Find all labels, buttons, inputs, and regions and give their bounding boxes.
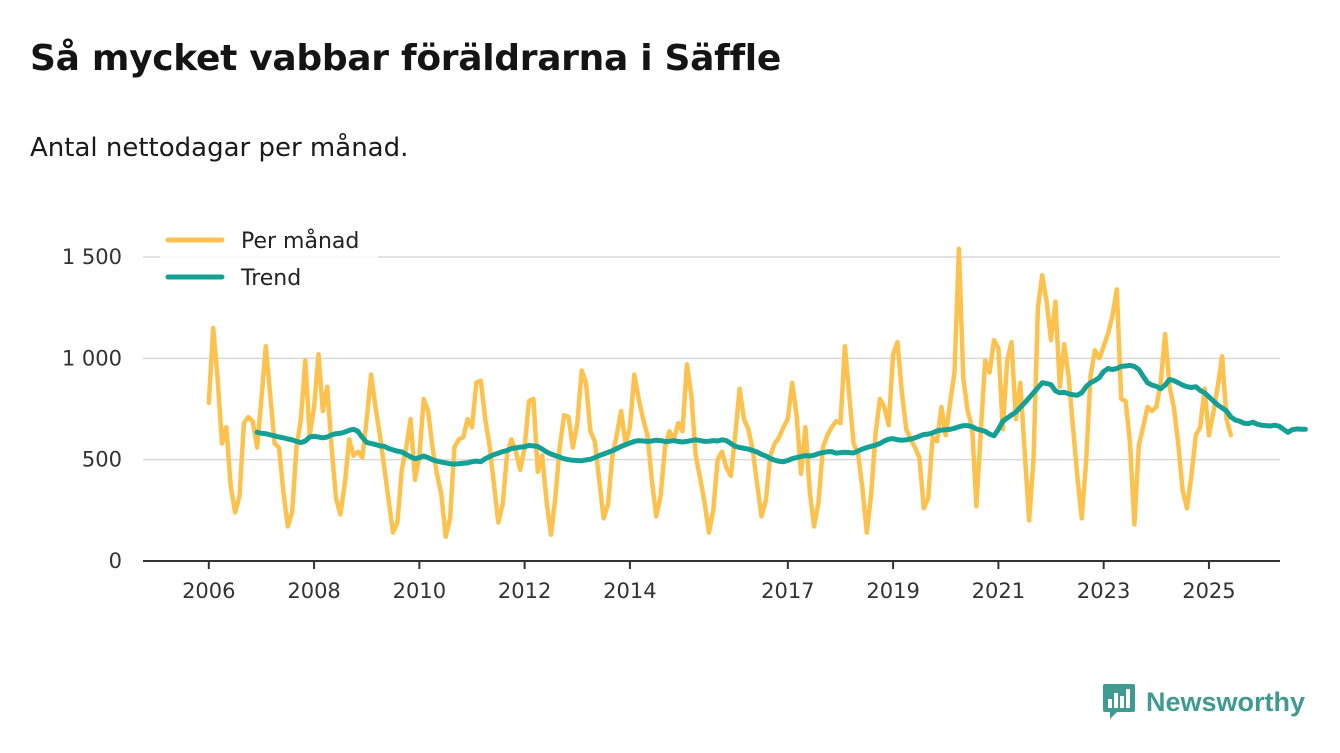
legend-label: Trend: [240, 266, 301, 291]
x-tick-label: 2017: [761, 579, 814, 603]
y-tick-label: 1 000: [62, 346, 122, 370]
series-line-per-manad: [206, 246, 1234, 539]
y-tick-label: 1 500: [62, 245, 122, 269]
x-tick-label: 2008: [287, 579, 340, 603]
legend-label: Per månad: [241, 228, 359, 254]
y-tick-label: 500: [82, 448, 122, 472]
x-tick-label: 2025: [1182, 579, 1235, 603]
legend: Per månad Trend: [160, 222, 378, 298]
page-title: Så mycket vabbar föräldrarna i Säffle: [30, 38, 781, 79]
brand-name: Newsworthy: [1146, 686, 1306, 717]
bar-chart-speech-bubble-icon: [1103, 684, 1135, 719]
x-tick-label: 2023: [1077, 579, 1130, 603]
x-tick-label: 2010: [393, 579, 446, 603]
y-tick-label: 0: [109, 549, 122, 573]
axes: 0 500 1 000 1 500 2006 2008 2010 2012 2014 2017 20…: [62, 245, 1280, 603]
x-tick-label: 2006: [182, 579, 235, 603]
newsworthy-brand: Newsworthy: [1102, 682, 1305, 722]
x-tick-label: 2012: [498, 579, 551, 603]
x-tick-label: 2014: [603, 579, 656, 603]
x-tick-label: 2021: [972, 579, 1025, 603]
series-line-trend: [254, 362, 1308, 467]
x-tick-label: 2019: [866, 579, 919, 603]
legend-background: [160, 222, 378, 298]
series-layer: [206, 246, 1308, 539]
page-subtitle: Antal nettodagar per månad.: [30, 133, 409, 163]
